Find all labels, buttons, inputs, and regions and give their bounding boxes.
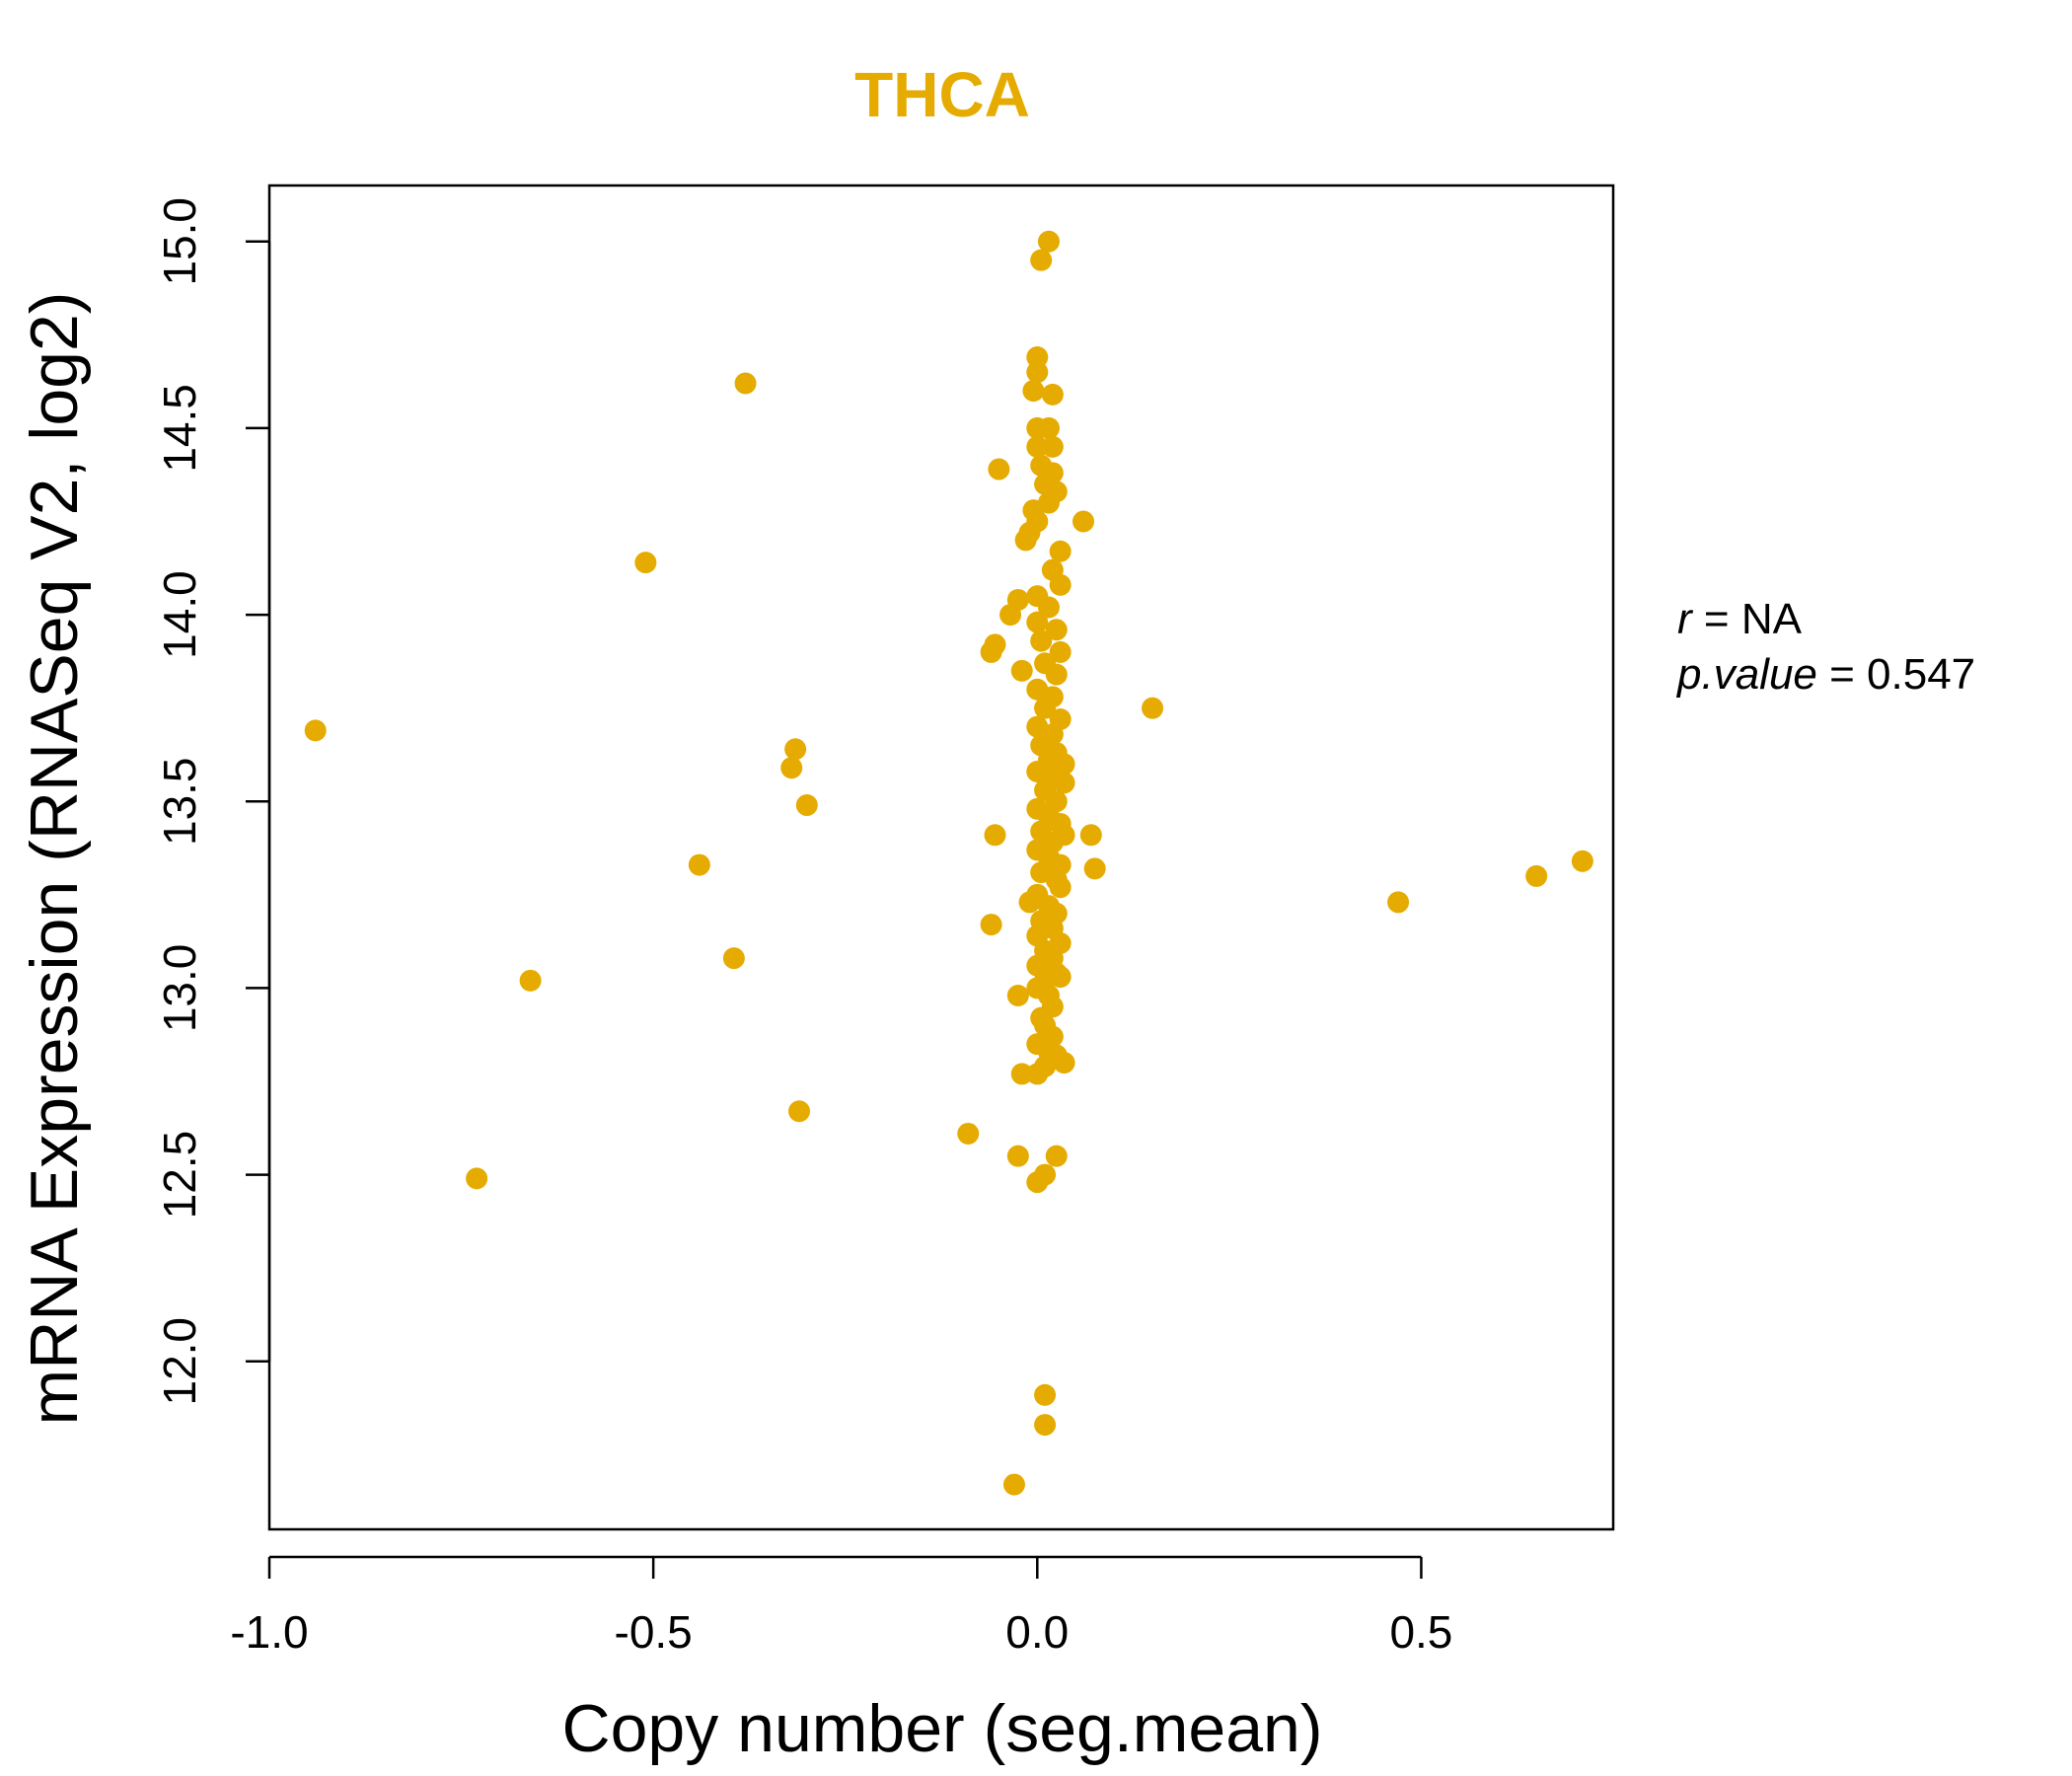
data-point <box>1037 491 1060 514</box>
y-axis: 12.0 12.5 13.0 13.5 14.0 14.5 15.0 <box>154 197 271 1406</box>
x-tick-label: 0.0 <box>1005 1606 1069 1658</box>
data-point <box>1571 850 1593 872</box>
data-point <box>1026 361 1049 384</box>
data-point <box>1045 1145 1068 1167</box>
data-point <box>1142 697 1164 719</box>
data-point <box>1053 772 1075 794</box>
y-tick-label: 14.0 <box>154 570 205 659</box>
data-point <box>688 853 710 876</box>
data-point <box>1034 1055 1057 1077</box>
p-equals: = <box>1816 650 1868 699</box>
data-point <box>984 824 1006 847</box>
data-point <box>1525 864 1548 887</box>
data-point <box>1030 249 1053 271</box>
data-points <box>304 230 1593 1496</box>
data-point <box>1034 1414 1057 1437</box>
p-label: p.value <box>1677 650 1817 699</box>
data-point <box>980 640 1002 663</box>
y-tick-label: 14.5 <box>154 384 205 473</box>
data-point <box>1022 380 1045 403</box>
x-axis: -1.0 -0.5 0.0 0.5 <box>230 1555 1452 1658</box>
data-point <box>1049 540 1072 562</box>
data-point <box>1026 346 1049 369</box>
data-point <box>1079 824 1102 847</box>
data-point <box>988 458 1010 481</box>
y-axis-label: mRNA Expression (RNASeq V2, log2) <box>17 292 92 1426</box>
data-point <box>780 757 803 779</box>
y-tick-label: 15.0 <box>154 197 205 286</box>
data-point <box>1053 1052 1075 1074</box>
data-point <box>1026 435 1049 458</box>
y-tick-label: 13.0 <box>154 944 205 1033</box>
data-point <box>1002 1473 1025 1496</box>
data-point <box>1049 640 1072 663</box>
data-point <box>1049 966 1072 989</box>
data-point <box>1049 876 1072 899</box>
data-point <box>1006 984 1029 1006</box>
p-stat: p.value = 0.547 <box>1677 647 1975 703</box>
chart-title: THCA <box>854 59 1030 130</box>
data-point <box>784 738 807 761</box>
data-point <box>1083 857 1106 880</box>
plot-frame <box>267 184 1615 1531</box>
data-point <box>1037 596 1060 619</box>
data-point <box>1026 510 1049 533</box>
data-point <box>1037 416 1060 439</box>
data-point <box>1026 611 1049 633</box>
r-stat: r = NA <box>1677 592 1975 647</box>
data-point <box>1041 435 1064 458</box>
data-point <box>1034 1383 1057 1406</box>
data-point <box>734 372 757 395</box>
data-point <box>1387 891 1410 914</box>
data-point <box>1006 1145 1029 1167</box>
data-point <box>1037 230 1060 253</box>
data-point <box>1010 1063 1033 1085</box>
y-tick-label: 12.0 <box>154 1317 205 1406</box>
data-point <box>1010 659 1033 682</box>
r-equals: = <box>1691 595 1741 643</box>
data-point <box>466 1167 488 1190</box>
data-point <box>304 719 327 742</box>
r-label: r <box>1677 595 1692 643</box>
data-point <box>1006 588 1029 611</box>
y-tick-label: 12.5 <box>154 1131 205 1220</box>
data-point <box>1053 753 1075 776</box>
data-point <box>795 794 818 817</box>
data-point <box>1034 697 1057 719</box>
data-point <box>1072 510 1094 533</box>
data-point <box>519 969 542 992</box>
data-point <box>1045 619 1068 641</box>
data-point <box>957 1122 980 1145</box>
data-point <box>980 914 1002 936</box>
p-value: 0.547 <box>1867 650 1976 699</box>
r-value: NA <box>1740 595 1802 643</box>
data-point <box>1030 629 1053 652</box>
data-point <box>634 552 657 574</box>
data-point <box>722 947 745 970</box>
data-point <box>788 1100 811 1123</box>
stats-annotation: r = NA p.value = 0.547 <box>1677 592 1975 703</box>
y-tick-label: 13.5 <box>154 757 205 846</box>
x-tick-label: 0.5 <box>1389 1606 1452 1658</box>
data-point <box>1041 383 1064 406</box>
x-axis-label: Copy number (seg.mean) <box>561 1691 1322 1766</box>
x-tick-label: -1.0 <box>230 1606 308 1658</box>
data-point <box>1034 1163 1057 1186</box>
data-point <box>1045 663 1068 686</box>
data-point <box>1049 573 1072 596</box>
x-tick-label: -0.5 <box>615 1606 693 1658</box>
